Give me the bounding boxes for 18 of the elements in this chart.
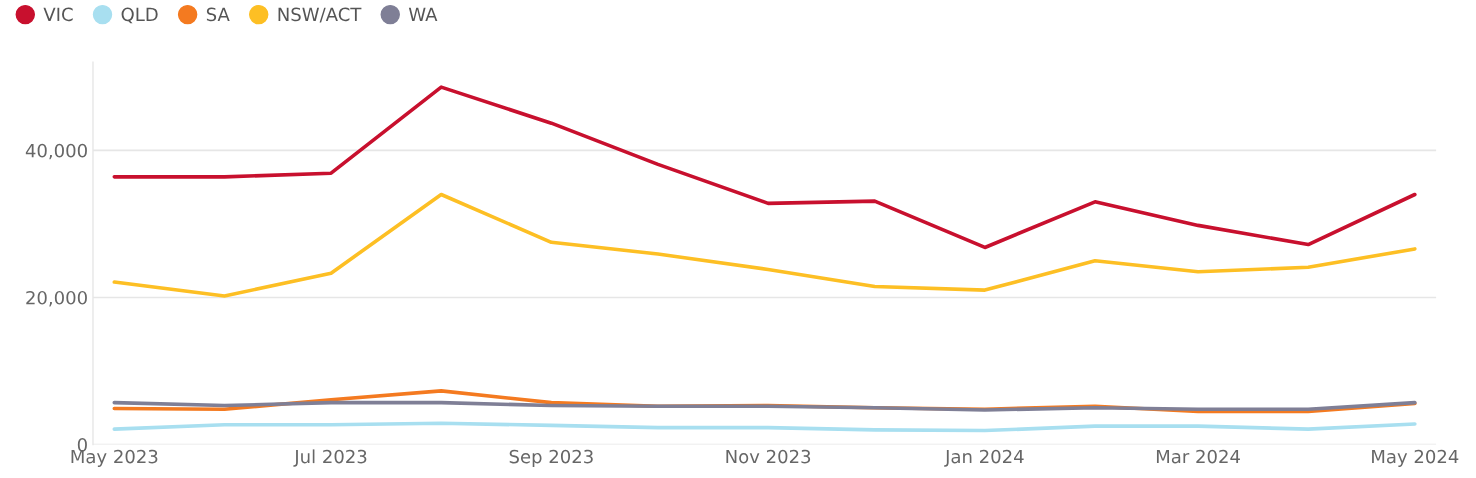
x-tick-label: Mar 2024 — [1156, 449, 1240, 464]
line-series — [112, 85, 1417, 250]
legend-label: NSW/ACT — [278, 7, 362, 23]
line-series — [112, 421, 1417, 433]
legend-label: WA — [408, 7, 438, 21]
x-tick-label: May 2023 — [71, 449, 158, 467]
line-series — [112, 400, 1417, 412]
legend-label: QLD — [121, 7, 158, 24]
x-tick-label: Nov 2023 — [726, 449, 811, 464]
y-tick-label: 40,000 — [25, 143, 87, 160]
x-tick-label: Jul 2023 — [293, 449, 367, 467]
x-tick-label: May 2024 — [1372, 449, 1459, 467]
line-series — [112, 192, 1417, 298]
legend-label: VIC — [43, 7, 73, 22]
y-tick-label: 20,000 — [26, 290, 87, 307]
x-tick-label: Sep 2023 — [509, 449, 593, 467]
legend-label: SA — [206, 7, 230, 22]
x-tick-label: Jan 2024 — [944, 449, 1024, 467]
